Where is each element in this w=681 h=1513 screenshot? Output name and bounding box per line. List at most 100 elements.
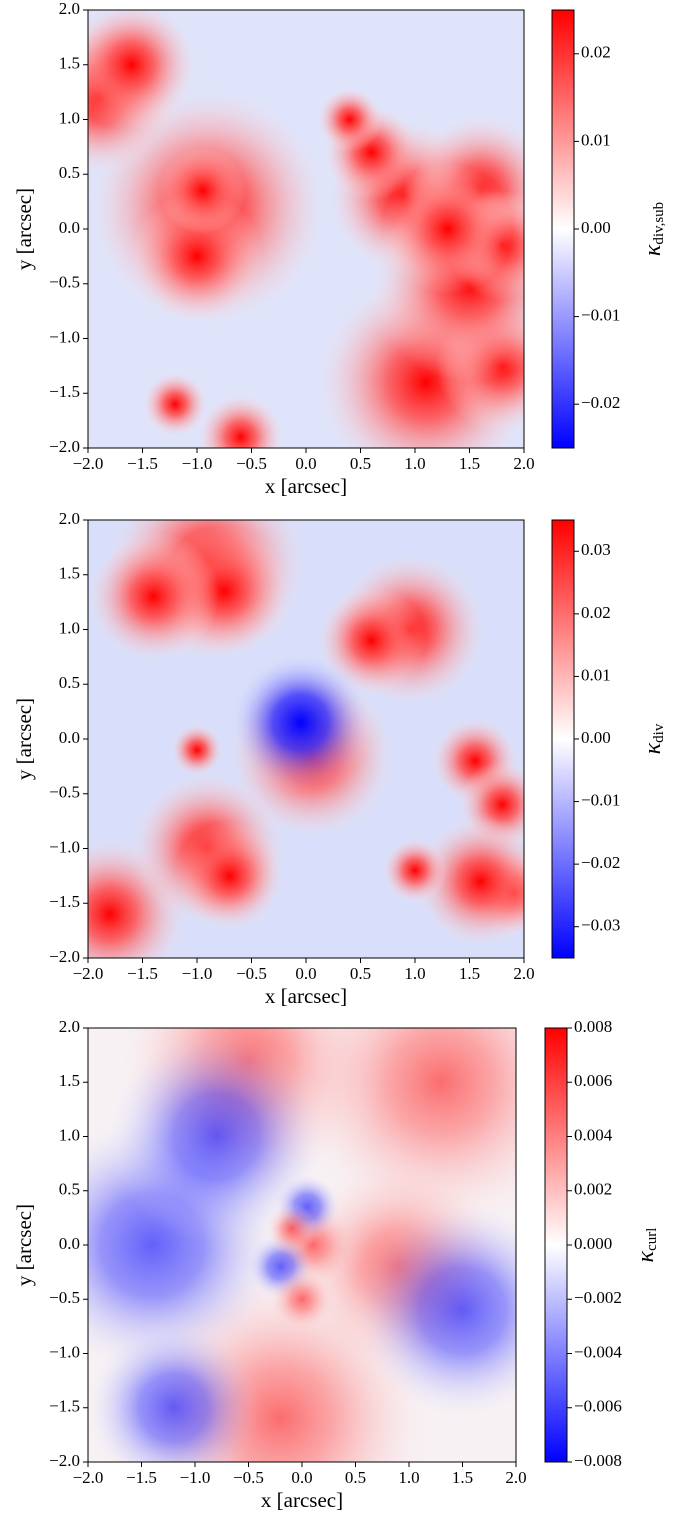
colorbar-label-symbol: κ	[640, 244, 666, 256]
x-tick-label: 0.5	[345, 1468, 366, 1487]
x-tick-label: −1.0	[182, 964, 213, 983]
y-tick-label: −0.5	[49, 783, 80, 802]
heatmap-image	[88, 1028, 516, 1462]
colorbar-label-subscript: div,sub	[651, 202, 667, 245]
colorbar-tick-label: −0.02	[581, 853, 620, 872]
y-tick-label: −1.0	[49, 1342, 80, 1361]
y-tick-label: 1.5	[59, 1071, 80, 1090]
y-tick-label: −1.0	[49, 837, 80, 856]
y-tick-label: −0.5	[49, 273, 80, 292]
y-tick-label: 1.0	[59, 108, 80, 127]
x-tick-label: 0.5	[350, 964, 371, 983]
heatmap-feature	[109, 1029, 324, 1244]
y-tick-label: 2.0	[59, 509, 80, 528]
x-axis-label: x [arcsec]	[265, 474, 347, 498]
panel: −2.0 −1.5 −1.0 −0.5 0.0 0.5 1.0 1.5 2.0 −2.0 −1.5 −…	[12, 0, 668, 498]
colorbar-tick-label: 0.02	[581, 603, 611, 622]
x-tick-label: −0.5	[233, 1468, 264, 1487]
colorbar	[544, 1027, 568, 1463]
colorbar-tick-label: 0.008	[574, 1017, 612, 1036]
x-tick-label: 1.0	[404, 454, 425, 473]
heatmap-feature	[230, 652, 371, 793]
heatmap-feature	[170, 723, 224, 777]
y-tick-label: 0.0	[59, 1234, 80, 1253]
colorbar-tick-label: 0.00	[581, 218, 611, 237]
heatmap-image	[88, 520, 524, 958]
x-tick-label: 0.0	[295, 964, 316, 983]
colorbar-tick-label: −0.008	[574, 1451, 622, 1470]
x-tick-label: 0.0	[295, 454, 316, 473]
y-tick-label: 0.0	[59, 728, 80, 747]
x-tick-label: 2.0	[513, 454, 534, 473]
y-tick-label: −1.5	[49, 382, 80, 401]
x-tick-label: 1.5	[459, 454, 480, 473]
heatmap-feature	[415, 815, 524, 947]
y-axis-label: y [arcsec]	[12, 188, 36, 270]
heatmap-feature	[88, 1322, 260, 1462]
y-tick-label: 0.0	[59, 218, 80, 237]
heatmap-feature	[142, 371, 208, 437]
colorbar-tick-label: −0.01	[581, 790, 620, 809]
y-tick-label: 0.5	[59, 163, 80, 182]
x-tick-label: −1.5	[126, 1468, 157, 1487]
x-tick-label: −2.0	[73, 964, 104, 983]
colorbar	[551, 9, 575, 449]
x-tick-label: 1.5	[452, 1468, 473, 1487]
y-tick-label: 1.5	[59, 564, 80, 583]
colorbar-tick-label: 0.002	[574, 1180, 612, 1199]
x-tick-label: −2.0	[73, 1468, 104, 1487]
y-tick-label: 2.0	[59, 1017, 80, 1036]
y-axis-label: y [arcsec]	[12, 698, 36, 780]
colorbar-tick-label: −0.006	[574, 1397, 622, 1416]
colorbar-label-subscript: curl	[644, 1228, 660, 1251]
colorbar-tick-label: 0.03	[581, 540, 611, 559]
colorbar-tick-label: −0.002	[574, 1288, 622, 1307]
x-tick-label: 2.0	[513, 964, 534, 983]
x-tick-label: −1.5	[127, 964, 158, 983]
colorbar-label: κcurl	[633, 1228, 661, 1263]
colorbar-tick-label: 0.00	[581, 728, 611, 747]
x-tick-label: 1.0	[404, 964, 425, 983]
colorbar-tick-label: 0.006	[574, 1071, 612, 1090]
colorbar-tick-label: 0.004	[574, 1125, 613, 1144]
heatmap-feature	[88, 10, 197, 131]
colorbar-tick-label: 0.01	[581, 665, 611, 684]
colorbar-tick-label: 0.01	[581, 130, 611, 149]
heatmap-feature	[197, 393, 285, 448]
x-axis-label: x [arcsec]	[261, 1488, 343, 1512]
y-tick-label: −1.5	[49, 892, 80, 911]
y-tick-label: 0.5	[59, 1180, 80, 1199]
x-tick-label: 0.0	[291, 1468, 312, 1487]
y-tick-label: 2.0	[59, 0, 80, 18]
colorbar-label: κdiv	[640, 723, 668, 754]
heatmap-feature	[269, 1267, 335, 1332]
heatmap-feature	[316, 585, 426, 695]
x-tick-label: −1.0	[182, 454, 213, 473]
y-tick-label: 0.5	[59, 673, 80, 692]
heatmap-feature	[382, 163, 514, 295]
x-axis-label: x [arcsec]	[265, 984, 347, 1008]
y-tick-label: 1.5	[59, 54, 80, 73]
heatmap-feature	[355, 1203, 516, 1418]
colorbar-label-symbol: κ	[640, 742, 666, 754]
heatmap-feature	[382, 837, 448, 904]
colorbar	[551, 519, 575, 959]
y-tick-label: −1.5	[49, 1397, 80, 1416]
heatmap-feature	[316, 86, 383, 153]
y-axis-label: y [arcsec]	[12, 1204, 36, 1286]
x-tick-label: −0.5	[236, 964, 267, 983]
colorbar-label-subscript: div	[651, 723, 667, 743]
x-tick-label: −0.5	[236, 454, 267, 473]
colorbar-tick-label: −0.004	[574, 1342, 622, 1361]
y-tick-label: 1.0	[59, 618, 80, 637]
y-tick-label: −1.0	[49, 327, 80, 346]
colorbar-tick-label: 0.02	[581, 43, 611, 62]
x-tick-label: 1.0	[398, 1468, 419, 1487]
colorbar-tick-label: −0.01	[581, 306, 620, 325]
x-tick-label: −2.0	[73, 454, 104, 473]
x-tick-label: 2.0	[505, 1468, 526, 1487]
y-tick-label: −2.0	[49, 437, 80, 456]
x-tick-label: −1.5	[127, 454, 158, 473]
